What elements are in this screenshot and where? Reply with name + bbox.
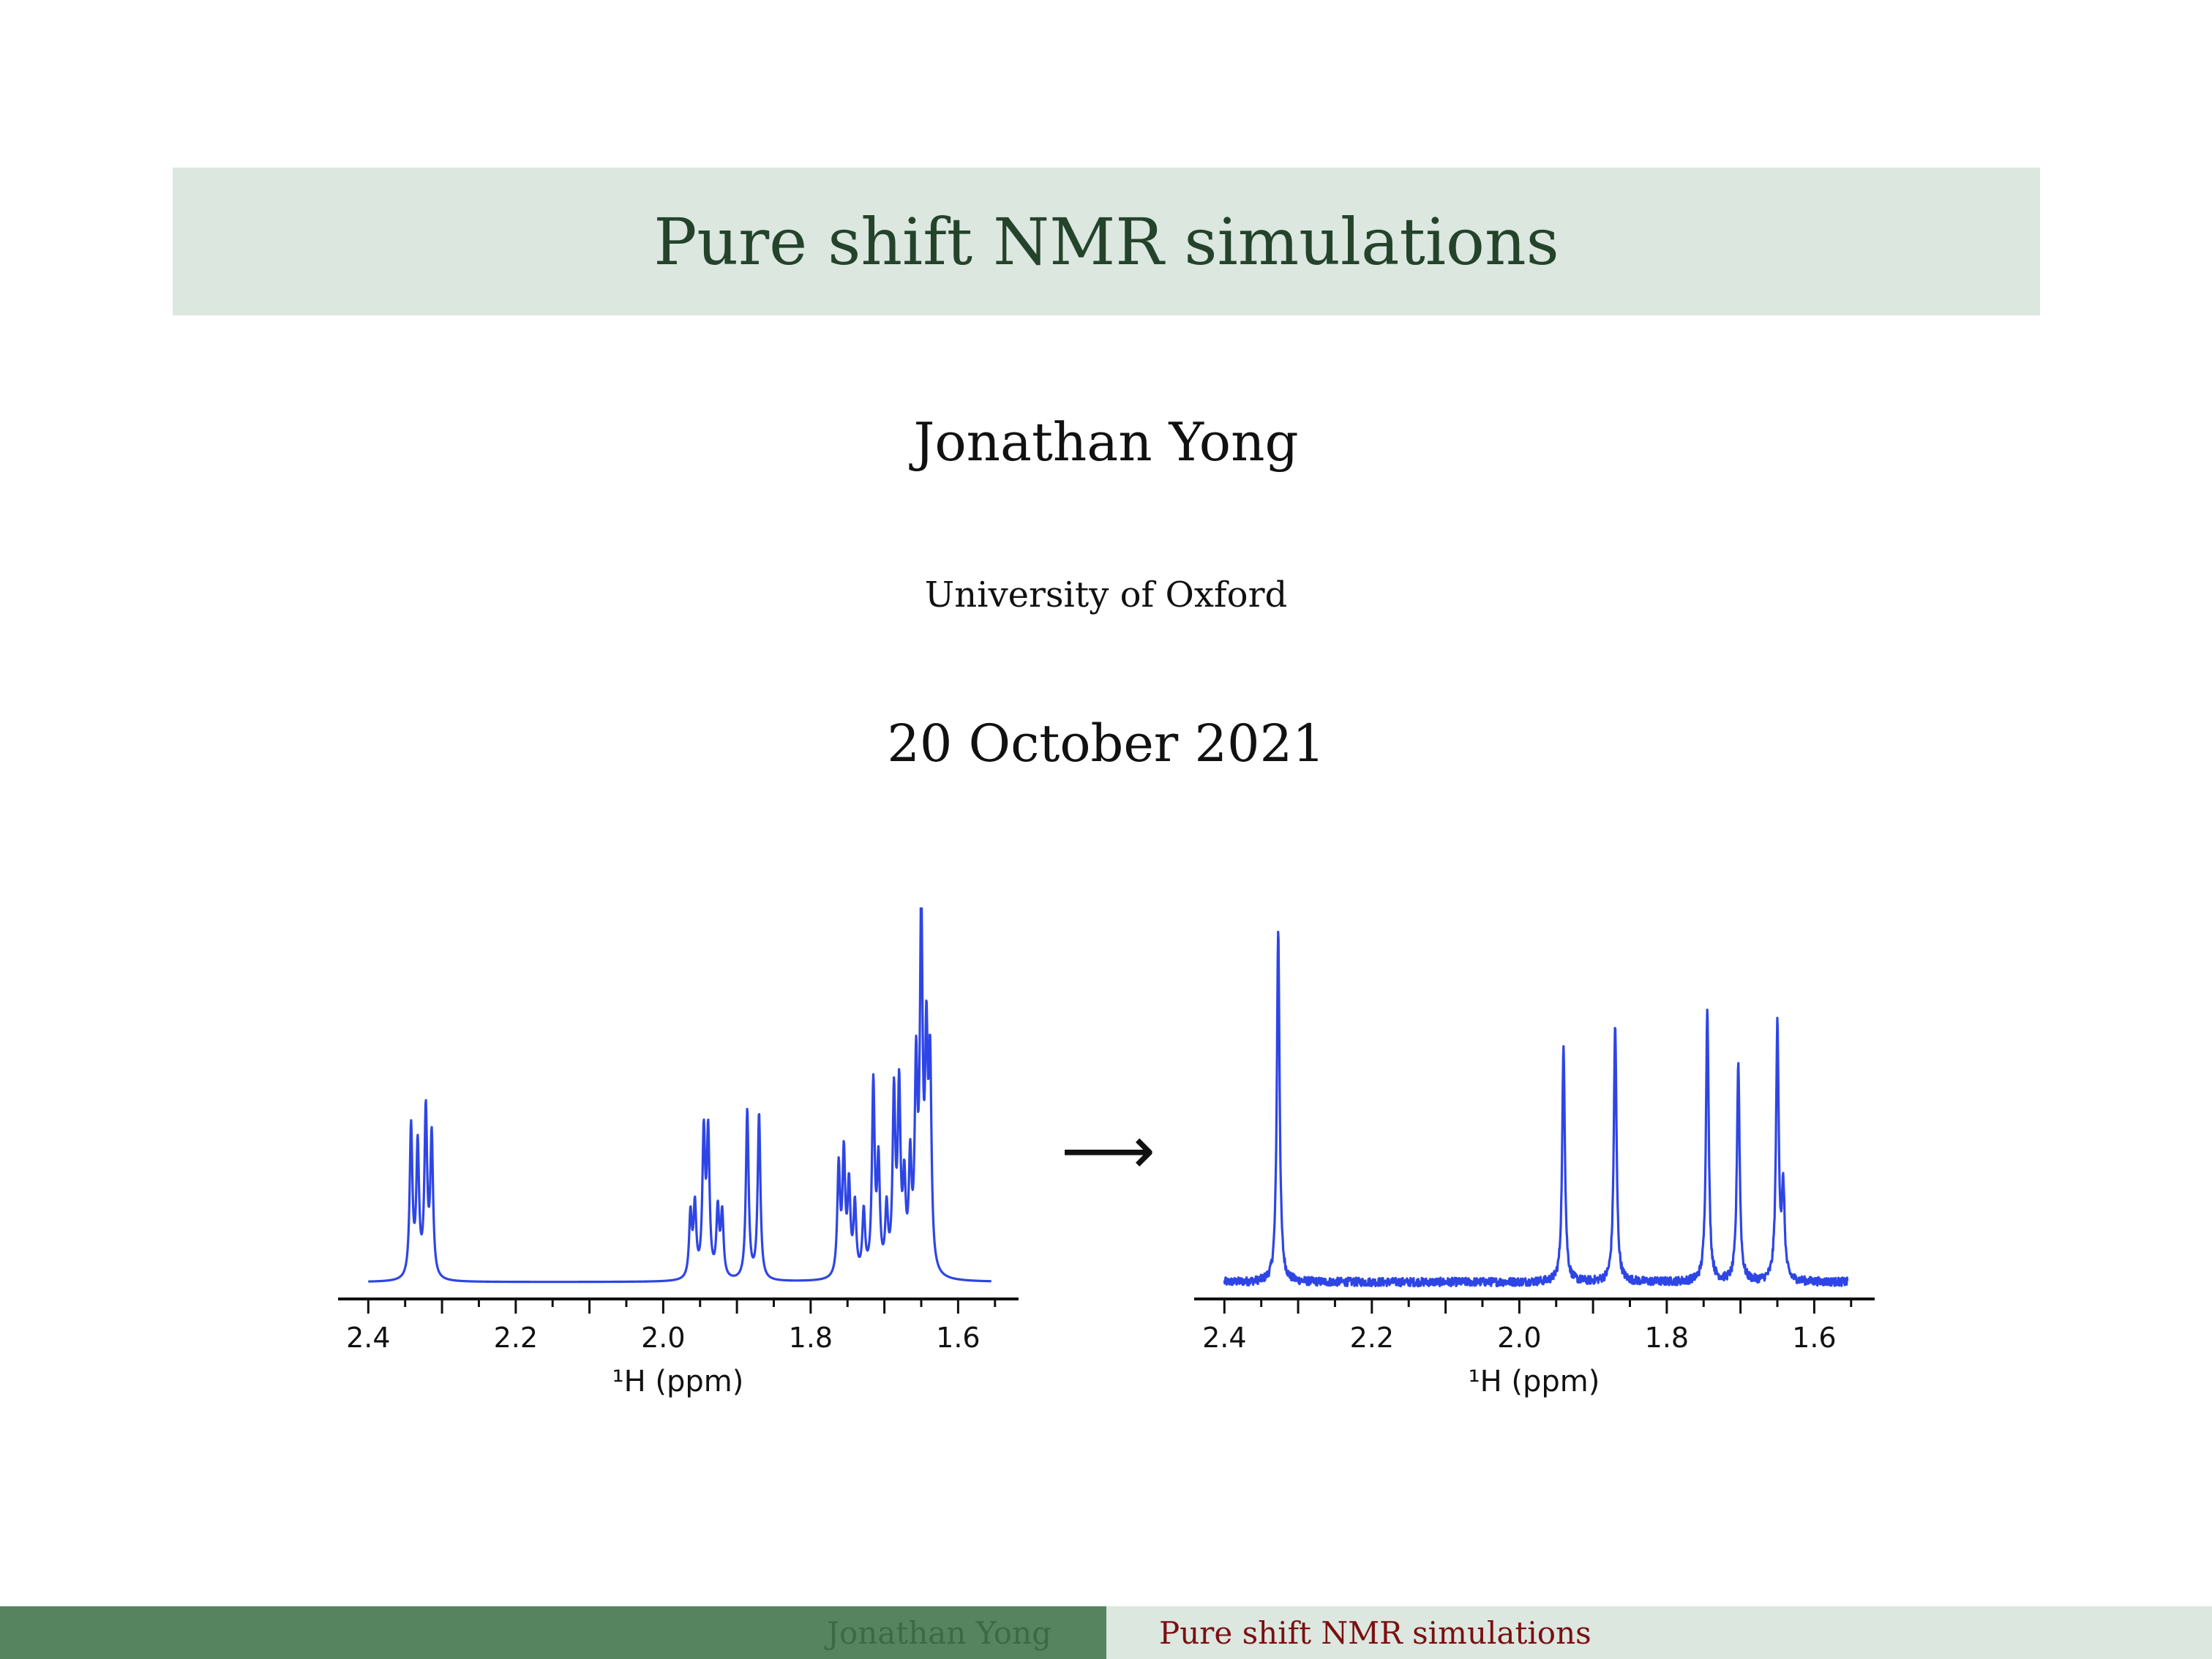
x-tick-label: 1.8 [789, 1322, 833, 1354]
institute: University of Oxford [924, 574, 1288, 615]
title-banner: Pure shift NMR simulations [173, 168, 2040, 315]
footer-title: Pure shift NMR simulations [1106, 1606, 2212, 1659]
x-tick-label: 1.8 [1645, 1322, 1689, 1354]
peak-marker [1706, 1006, 1708, 1008]
peak-marker [1278, 929, 1279, 930]
spectrum-chart-pure-shift: 2.4 2.2 2.0 1.8 1.6 ¹H (ppm) [1194, 929, 1875, 1398]
footer-author-text: Jonathan Yong [827, 1614, 1051, 1651]
footer-title-text: Pure shift NMR simulations [1159, 1614, 1591, 1651]
author-name: Jonathan Yong [913, 411, 1299, 473]
footer-bar: Jonathan Yong Pure shift NMR simulations [0, 1606, 2212, 1659]
x-tick-label: 2.0 [641, 1322, 685, 1354]
page-title: Pure shift NMR simulations [653, 203, 1559, 280]
spectrum-trace [367, 907, 992, 1284]
x-axis-label: ¹H (ppm) [612, 1365, 744, 1398]
x-tick-label: 2.2 [494, 1322, 538, 1354]
x-tick-label: 2.4 [1202, 1322, 1246, 1354]
x-tick-label: 1.6 [1792, 1322, 1836, 1354]
footer-author: Jonathan Yong [0, 1606, 1106, 1659]
spectrum-chart-1h: 2.4 2.2 2.0 1.8 1.6 ¹H (ppm) [338, 907, 1019, 1398]
x-tick-label: 2.0 [1497, 1322, 1541, 1354]
x-tick-label: 2.4 [346, 1322, 390, 1354]
spectrum-trace [1223, 930, 1849, 1288]
x-tick-label: 1.6 [936, 1322, 980, 1354]
peak-marker [1614, 1024, 1616, 1025]
right-arrow-icon: ⟶ [1061, 1112, 1156, 1189]
x-tick-label: 2.2 [1350, 1322, 1394, 1354]
x-axis-label: ¹H (ppm) [1469, 1365, 1600, 1398]
presentation-date: 20 October 2021 [887, 714, 1325, 774]
